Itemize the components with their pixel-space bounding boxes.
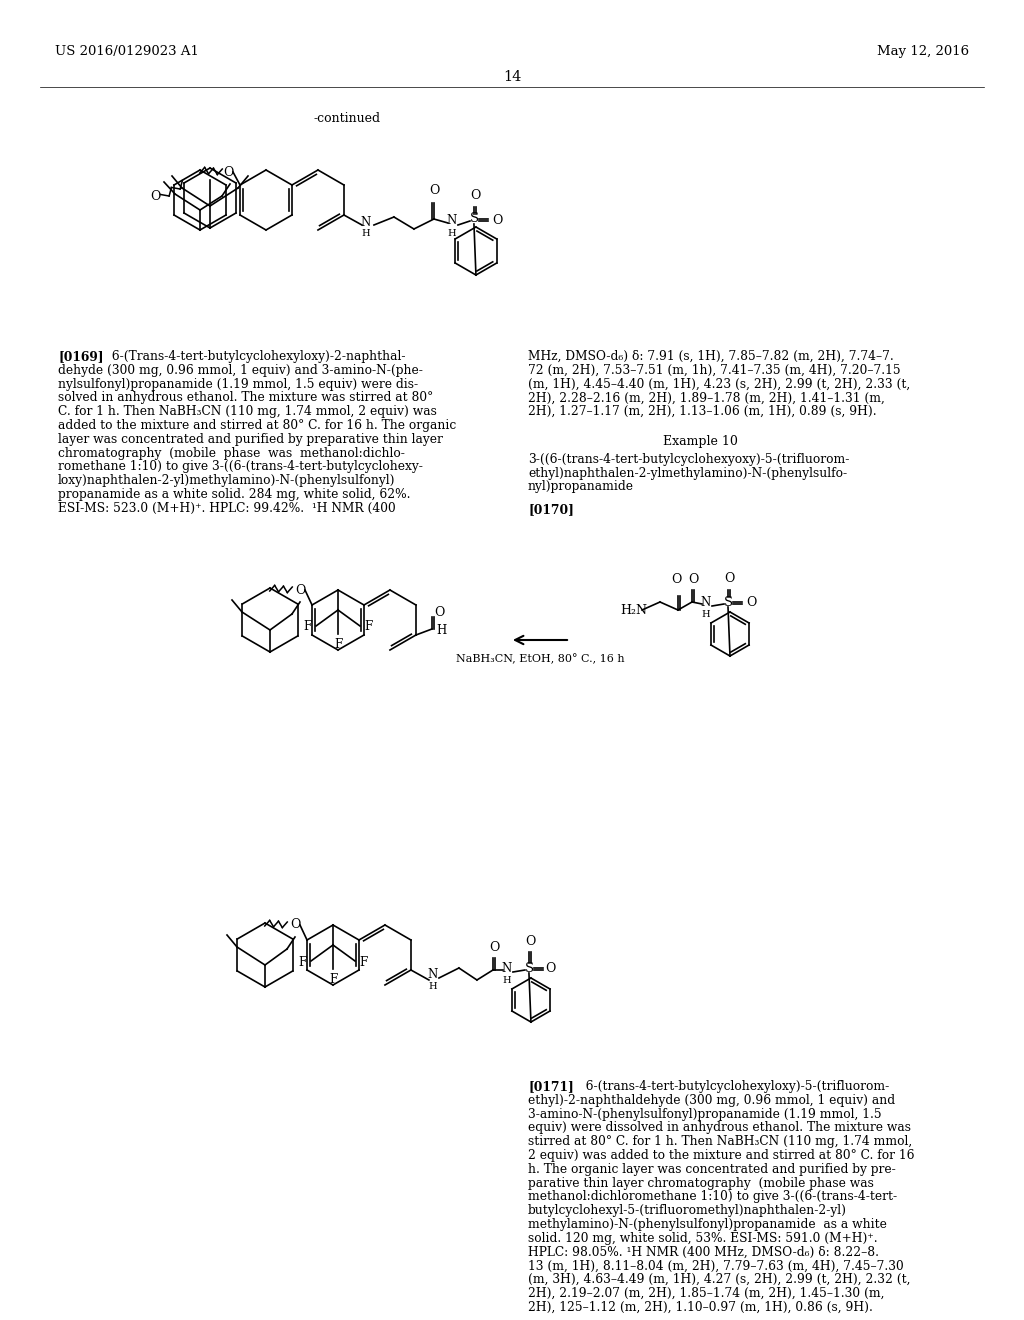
Text: dehyde (300 mg, 0.96 mmol, 1 equiv) and 3-amino-N-(phe-: dehyde (300 mg, 0.96 mmol, 1 equiv) and … [58,364,423,376]
Text: 2H), 125–1.12 (m, 2H), 1.10–0.97 (m, 1H), 0.86 (s, 9H).: 2H), 125–1.12 (m, 2H), 1.10–0.97 (m, 1H)… [528,1300,872,1313]
Text: h. The organic layer was concentrated and purified by pre-: h. The organic layer was concentrated an… [528,1163,896,1176]
Text: O: O [671,573,681,586]
Text: O: O [290,919,300,932]
Text: nylsulfonyl)propanamide (1.19 mmol, 1.5 equiv) were dis-: nylsulfonyl)propanamide (1.19 mmol, 1.5 … [58,378,418,391]
Text: [0170]: [0170] [528,503,573,516]
Text: Example 10: Example 10 [663,436,737,447]
Text: [0171]: [0171] [528,1080,573,1093]
Text: solid. 120 mg, white solid, 53%. ESI-MS: 591.0 (M+H)⁺.: solid. 120 mg, white solid, 53%. ESI-MS:… [528,1232,878,1245]
Text: N: N [428,969,438,982]
Text: propanamide as a white solid. 284 mg, white solid, 62%.: propanamide as a white solid. 284 mg, wh… [58,488,411,502]
Text: chromatography  (mobile  phase  was  methanol:dichlo-: chromatography (mobile phase was methano… [58,446,404,459]
Text: S: S [723,595,732,609]
Text: F: F [359,956,368,969]
Text: S: S [524,961,534,974]
Text: solved in anhydrous ethanol. The mixture was stirred at 80°: solved in anhydrous ethanol. The mixture… [58,392,433,404]
Text: N: N [700,595,711,609]
Text: nyl)propanamide: nyl)propanamide [528,480,634,492]
Text: methylamino)-N-(phenylsulfonyl)propanamide  as a white: methylamino)-N-(phenylsulfonyl)propanami… [528,1218,887,1232]
Text: -continued: -continued [313,112,380,125]
Text: H: H [361,228,371,238]
Text: O: O [150,190,160,203]
Text: N: N [502,961,512,974]
Text: 2H), 1.27–1.17 (m, 2H), 1.13–1.06 (m, 1H), 0.89 (s, 9H).: 2H), 1.27–1.17 (m, 2H), 1.13–1.06 (m, 1H… [528,405,877,418]
Text: O: O [223,165,233,178]
Text: O: O [746,597,757,610]
Text: NaBH₃CN, EtOH, 80° C., 16 h: NaBH₃CN, EtOH, 80° C., 16 h [456,653,625,665]
Text: O: O [545,962,555,975]
Text: F: F [299,956,307,969]
Text: H: H [701,610,711,619]
Text: 6-(Trans-4-tert-butylcyclohexyloxy)-2-naphthal-: 6-(Trans-4-tert-butylcyclohexyloxy)-2-na… [104,350,406,363]
Text: 3-amino-N-(phenylsulfonyl)propanamide (1.19 mmol, 1.5: 3-amino-N-(phenylsulfonyl)propanamide (1… [528,1107,882,1121]
Text: H: H [447,228,457,238]
Text: 13 (m, 1H), 8.11–8.04 (m, 2H), 7.79–7.63 (m, 4H), 7.45–7.30: 13 (m, 1H), 8.11–8.04 (m, 2H), 7.79–7.63… [528,1259,904,1272]
Text: 72 (m, 2H), 7.53–7.51 (m, 1h), 7.41–7.35 (m, 4H), 7.20–7.15: 72 (m, 2H), 7.53–7.51 (m, 1h), 7.41–7.35… [528,364,901,376]
Text: 2H), 2.28–2.16 (m, 2H), 1.89–1.78 (m, 2H), 1.41–1.31 (m,: 2H), 2.28–2.16 (m, 2H), 1.89–1.78 (m, 2H… [528,392,885,404]
Text: O: O [524,935,536,948]
Text: ethyl)-2-naphthaldehyde (300 mg, 0.96 mmol, 1 equiv) and: ethyl)-2-naphthaldehyde (300 mg, 0.96 mm… [528,1094,895,1106]
Text: stirred at 80° C. for 1 h. Then NaBH₃CN (110 mg, 1.74 mmol,: stirred at 80° C. for 1 h. Then NaBH₃CN … [528,1135,912,1148]
Text: 14: 14 [503,70,521,84]
Text: C. for 1 h. Then NaBH₃CN (110 mg, 1.74 mmol, 2 equiv) was: C. for 1 h. Then NaBH₃CN (110 mg, 1.74 m… [58,405,437,418]
Text: methanol:dichloromethane 1:10) to give 3-((6-(trans-4-tert-: methanol:dichloromethane 1:10) to give 3… [528,1191,897,1204]
Text: 2 equiv) was added to the mixture and stirred at 80° C. for 16: 2 equiv) was added to the mixture and st… [528,1148,914,1162]
Text: (m, 1H), 4.45–4.40 (m, 1H), 4.23 (s, 2H), 2.99 (t, 2H), 2.33 (t,: (m, 1H), 4.45–4.40 (m, 1H), 4.23 (s, 2H)… [528,378,910,391]
Text: F: F [364,620,373,634]
Text: ESI-MS: 523.0 (M+H)⁺. HPLC: 99.42%.  ¹H NMR (400: ESI-MS: 523.0 (M+H)⁺. HPLC: 99.42%. ¹H N… [58,502,395,515]
Text: H: H [436,624,446,638]
Text: F: F [329,973,337,986]
Text: US 2016/0129023 A1: US 2016/0129023 A1 [55,45,199,58]
Text: May 12, 2016: May 12, 2016 [877,45,969,58]
Text: 6-(trans-4-tert-butylcyclohexyloxy)-5-(trifluorom-: 6-(trans-4-tert-butylcyclohexyloxy)-5-(t… [574,1080,889,1093]
Text: O: O [470,189,480,202]
Text: H₂N: H₂N [620,603,647,616]
Text: (m, 3H), 4.63–4.49 (m, 1H), 4.27 (s, 2H), 2.99 (t, 2H), 2.32 (t,: (m, 3H), 4.63–4.49 (m, 1H), 4.27 (s, 2H)… [528,1274,910,1286]
Text: butylcyclohexyl-5-(trifluoromethyl)naphthalen-2-yl): butylcyclohexyl-5-(trifluoromethyl)napht… [528,1204,847,1217]
Text: 2H), 2.19–2.07 (m, 2H), 1.85–1.74 (m, 2H), 1.45–1.30 (m,: 2H), 2.19–2.07 (m, 2H), 1.85–1.74 (m, 2H… [528,1287,885,1300]
Text: O: O [688,573,698,586]
Text: 3-((6-(trans-4-tert-butylcyclohexyoxy)-5-(trifluorom-: 3-((6-(trans-4-tert-butylcyclohexyoxy)-5… [528,453,849,466]
Text: O: O [429,183,439,197]
Text: layer was concentrated and purified by preparative thin layer: layer was concentrated and purified by p… [58,433,442,446]
Text: O: O [724,572,734,585]
Text: MHz, DMSO-d₆) δ: 7.91 (s, 1H), 7.85–7.82 (m, 2H), 7.74–7.: MHz, DMSO-d₆) δ: 7.91 (s, 1H), 7.85–7.82… [528,350,894,363]
Text: O: O [295,583,305,597]
Text: H: H [503,975,511,985]
Text: parative thin layer chromatography  (mobile phase was: parative thin layer chromatography (mobi… [528,1176,873,1189]
Text: O: O [492,214,503,227]
Text: equiv) were dissolved in anhydrous ethanol. The mixture was: equiv) were dissolved in anhydrous ethan… [528,1122,911,1134]
Text: ethyl)naphthalen-2-ylmethylamino)-N-(phenylsulfo-: ethyl)naphthalen-2-ylmethylamino)-N-(phe… [528,466,847,479]
Text: F: F [334,638,342,651]
Text: romethane 1:10) to give 3-((6-(trans-4-tert-butylcyclohexy-: romethane 1:10) to give 3-((6-(trans-4-t… [58,461,423,474]
Text: O: O [488,941,499,954]
Text: N: N [360,215,371,228]
Text: H: H [429,982,437,991]
Text: added to the mixture and stirred at 80° C. for 16 h. The organic: added to the mixture and stirred at 80° … [58,418,457,432]
Text: F: F [304,620,312,634]
Text: loxy)naphthalen-2-yl)methylamino)-N-(phenylsulfonyl): loxy)naphthalen-2-yl)methylamino)-N-(phe… [58,474,395,487]
Text: S: S [469,213,478,226]
Text: [0169]: [0169] [58,350,103,363]
Text: N: N [446,214,457,227]
Text: HPLC: 98.05%. ¹H NMR (400 MHz, DMSO-d₆) δ: 8.22–8.: HPLC: 98.05%. ¹H NMR (400 MHz, DMSO-d₆) … [528,1246,879,1258]
Text: O: O [434,606,444,619]
